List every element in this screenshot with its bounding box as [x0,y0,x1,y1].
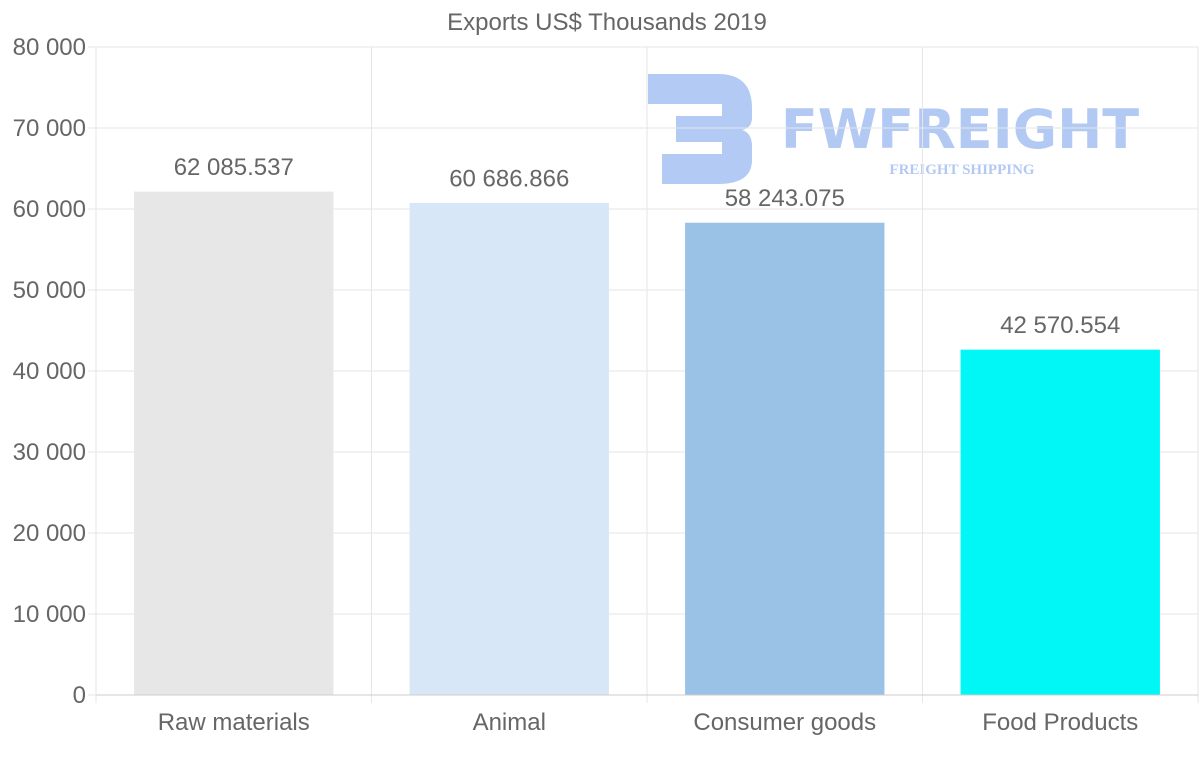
watermark-subtitle: FREIGHT SHIPPING [889,162,1034,178]
logo-mark-icon [648,74,752,184]
x-tick-label: Raw materials [158,709,310,736]
watermark-logo: FWFREIGHT FREIGHT SHIPPING [648,74,1139,184]
y-tick-label: 80 000 [13,34,86,61]
y-tick-label: 70 000 [13,115,86,142]
y-tick-label: 0 [73,682,86,709]
y-tick-label: 40 000 [13,358,86,385]
axes [95,47,1198,696]
y-tick-label: 20 000 [13,520,86,547]
bars [134,191,1160,696]
y-tick-label: 50 000 [13,277,86,304]
labels: 0 10 000 20 000 30 000 40 000 50 000 60 000 70 … [13,34,1139,736]
x-tick-label: Food Products [982,709,1138,736]
chart-title: Exports US$ Thousands 2019 [447,9,767,36]
y-tick-label: 60 000 [13,196,86,223]
x-tick-label: Animal [473,709,546,736]
y-tick-label: 30 000 [13,439,86,466]
bar-animal[interactable] [409,202,609,696]
x-tick-label: Consumer goods [693,709,876,736]
bar-food-products[interactable] [960,349,1160,696]
data-label: 58 243.075 [725,185,845,212]
y-tick-label: 10 000 [13,601,86,628]
data-label: 62 085.537 [174,154,294,181]
watermark-title: FWFREIGHT [781,98,1139,161]
data-label: 60 686.866 [449,165,569,192]
data-label: 42 570.554 [1000,312,1120,339]
bar-raw-materials[interactable] [134,191,334,696]
bar-consumer-goods[interactable] [685,222,885,696]
